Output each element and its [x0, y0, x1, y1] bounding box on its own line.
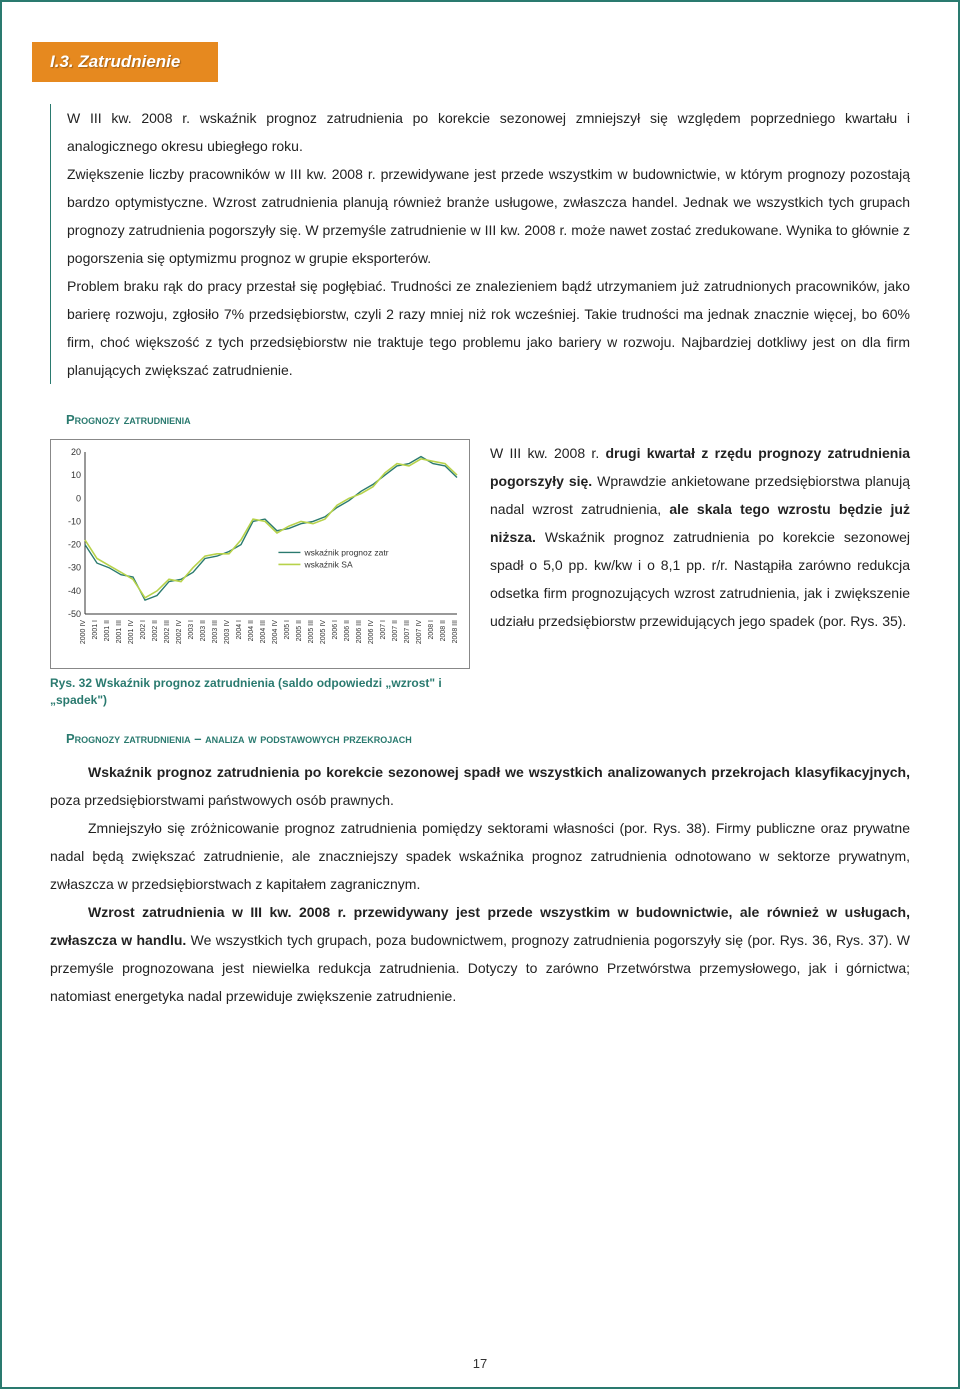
section-tab: I.3. Zatrudnienie: [32, 42, 218, 82]
svg-text:-10: -10: [68, 516, 81, 526]
svg-text:2002 I: 2002 I: [140, 620, 147, 640]
svg-text:2002 II: 2002 II: [152, 620, 159, 641]
svg-text:2001 III: 2001 III: [116, 620, 123, 643]
svg-text:10: 10: [71, 470, 81, 480]
svg-text:2003 II: 2003 II: [200, 620, 207, 641]
svg-text:20: 20: [71, 447, 81, 457]
svg-text:2004 IV: 2004 IV: [272, 620, 279, 644]
svg-text:2008 II: 2008 II: [440, 620, 447, 641]
svg-text:2004 III: 2004 III: [260, 620, 267, 643]
right-paragraph: W III kw. 2008 r. drugi kwartał z rzędu …: [490, 439, 910, 709]
svg-text:-50: -50: [68, 609, 81, 619]
svg-text:-40: -40: [68, 586, 81, 596]
svg-text:2008 I: 2008 I: [428, 620, 435, 640]
subsection-title-1: Prognozy zatrudnienia: [66, 412, 910, 427]
page-number: 17: [2, 1356, 958, 1371]
svg-text:2007 IV: 2007 IV: [416, 620, 423, 644]
svg-text:2003 III: 2003 III: [212, 620, 219, 643]
svg-text:2002 III: 2002 III: [164, 620, 171, 643]
svg-text:2007 I: 2007 I: [380, 620, 387, 640]
lower-p2: Zmniejszyło się zróżnicowanie prognoz za…: [50, 814, 910, 898]
chart-column: 20 10 0 -10 -20 -30 -40 -502000 IV 2001 I 2001 II…: [50, 439, 470, 709]
lower-p1: Wskaźnik prognoz zatrudnienia po korekci…: [50, 758, 910, 814]
svg-text:0: 0: [76, 493, 81, 503]
svg-text:2001 II: 2001 II: [104, 620, 111, 641]
line-chart: 20 10 0 -10 -20 -30 -40 -502000 IV 2001 I 2001 II…: [50, 439, 470, 669]
svg-text:2005 III: 2005 III: [308, 620, 315, 643]
svg-text:2008 III: 2008 III: [452, 620, 459, 643]
svg-text:wskaźnik SA: wskaźnik SA: [303, 559, 353, 569]
svg-text:2004 I: 2004 I: [236, 620, 243, 640]
svg-text:2005 II: 2005 II: [296, 620, 303, 641]
svg-text:2004 II: 2004 II: [248, 620, 255, 641]
svg-text:-30: -30: [68, 563, 81, 573]
chart-row: 20 10 0 -10 -20 -30 -40 -502000 IV 2001 I 2001 II…: [50, 439, 910, 709]
intro-text: W III kw. 2008 r. wskaźnik prognoz zatru…: [50, 104, 910, 384]
chart-caption: Rys. 32 Wskaźnik prognoz zatrudnienia (s…: [50, 675, 470, 709]
svg-text:2006 III: 2006 III: [356, 620, 363, 643]
subsection-title-2: Prognozy zatrudnienia – analiza w podsta…: [66, 731, 910, 746]
chart-svg: 20 10 0 -10 -20 -30 -40 -502000 IV 2001 I 2001 II…: [57, 446, 463, 662]
lower-body: Wskaźnik prognoz zatrudnienia po korekci…: [50, 758, 910, 1010]
svg-text:2005 I: 2005 I: [284, 620, 291, 640]
svg-text:2002 IV: 2002 IV: [176, 620, 183, 644]
svg-text:2001 IV: 2001 IV: [128, 620, 135, 644]
svg-text:2006 IV: 2006 IV: [368, 620, 375, 644]
svg-text:wskaźnik prognoz zatr: wskaźnik prognoz zatr: [303, 547, 388, 557]
svg-text:2007 III: 2007 III: [404, 620, 411, 643]
svg-text:2007 II: 2007 II: [392, 620, 399, 641]
svg-text:-20: -20: [68, 540, 81, 550]
svg-text:2003 I: 2003 I: [188, 620, 195, 640]
svg-text:2006 I: 2006 I: [332, 620, 339, 640]
page: I.3. Zatrudnienie W III kw. 2008 r. wska…: [0, 0, 960, 1389]
svg-text:2000 IV: 2000 IV: [80, 620, 87, 644]
svg-text:2001 I: 2001 I: [92, 620, 99, 640]
svg-text:2003 IV: 2003 IV: [224, 620, 231, 644]
svg-text:2006 II: 2006 II: [344, 620, 351, 641]
lower-p3: Wzrost zatrudnienia w III kw. 2008 r. pr…: [50, 898, 910, 1010]
svg-text:2005 IV: 2005 IV: [320, 620, 327, 644]
